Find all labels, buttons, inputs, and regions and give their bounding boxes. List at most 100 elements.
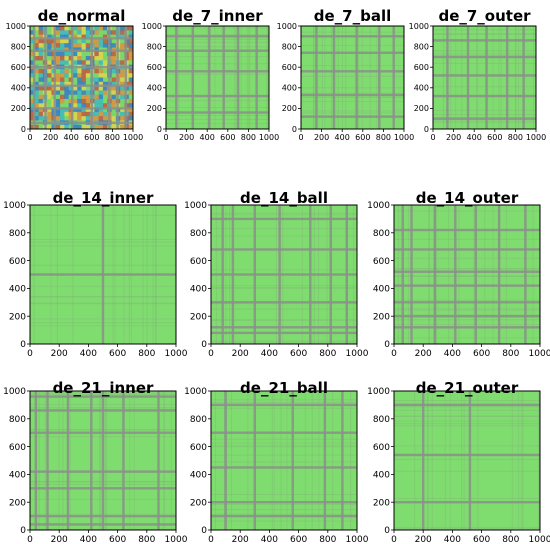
y-tick-label: 200 <box>414 104 429 113</box>
y-tick-label: 200 <box>9 312 26 322</box>
y-tick-label: 400 <box>190 285 207 295</box>
heatmap-cell <box>38 60 44 65</box>
heatmap-faint-row <box>394 238 540 240</box>
heatmap-faint-row <box>211 446 357 448</box>
heatmap-cell <box>60 77 65 83</box>
heatmap-cell <box>64 90 69 95</box>
heatmap-cell <box>47 124 52 130</box>
heatmap-cell <box>64 38 69 44</box>
heatmap-faint-column <box>443 26 444 129</box>
heatmap-panel-de_21_ball: de_21_ball 0 200 400 600 800 1000 0 200 400 600 800… <box>184 379 369 544</box>
heatmap-faint-column <box>324 26 326 129</box>
heatmap-cell <box>34 107 39 113</box>
heatmap-cell <box>55 111 61 117</box>
heatmap-cell <box>34 43 39 48</box>
heatmap-cell <box>120 38 125 44</box>
heatmap-cell <box>85 56 91 61</box>
heatmap-cell <box>81 34 87 40</box>
heatmap-cell <box>128 73 134 78</box>
heatmap-cell <box>120 77 125 83</box>
heatmap-cell <box>81 90 87 95</box>
heatmap-faint-row <box>394 308 540 310</box>
heatmap-column-stripe <box>485 26 488 129</box>
heatmap-cell <box>72 60 78 65</box>
heatmap-cell <box>128 116 134 121</box>
heatmap-cell <box>128 107 134 113</box>
heatmap-cell <box>60 111 65 117</box>
heatmap-cell <box>102 86 108 91</box>
x-tick-label: 1000 <box>394 133 414 142</box>
y-tick-label: 800 <box>373 229 390 239</box>
heatmap-cell <box>111 43 117 48</box>
heatmap-faint-column <box>407 205 409 344</box>
plot-frame <box>432 25 537 130</box>
x-tick-label: 200 <box>415 535 432 544</box>
heatmap-cell <box>34 124 39 130</box>
heatmap-cell <box>68 51 74 57</box>
x-tick-label: 600 <box>220 133 235 142</box>
x-tick-label: 600 <box>487 133 502 142</box>
x-tick-label: 400 <box>261 349 278 359</box>
heatmap-cell <box>38 77 44 83</box>
x-tick-label: 200 <box>232 535 249 544</box>
heatmap-cell <box>64 81 69 87</box>
heatmap-faint-row <box>301 110 404 112</box>
x-tick-label: 800 <box>502 535 519 544</box>
heatmap-row-stripe <box>30 487 176 490</box>
heatmap-row-stripe <box>166 35 269 38</box>
heatmap-faint-column <box>436 205 438 344</box>
heatmap-row-stripe <box>394 248 540 251</box>
x-tick-label: 600 <box>290 349 307 359</box>
heatmap-cell <box>77 68 82 74</box>
heatmap-cell <box>68 116 74 121</box>
heatmap-faint-column <box>518 26 519 129</box>
heatmap-column-stripe <box>71 26 74 129</box>
heatmap-faint-column <box>477 391 479 530</box>
heatmap-cell <box>98 30 104 35</box>
heatmap-cell <box>72 30 78 35</box>
y-tick-label: 0 <box>20 340 26 350</box>
heatmap-row-stripe <box>30 470 176 473</box>
heatmap-cell <box>47 98 52 104</box>
heatmap-cell <box>94 56 99 61</box>
heatmap-row-stripe <box>301 51 404 54</box>
heatmap-cell <box>30 73 35 78</box>
heatmap-cell <box>111 77 117 83</box>
heatmap-faint-column <box>498 26 500 129</box>
heatmap-cell <box>102 98 108 104</box>
heatmap-cell <box>72 73 78 78</box>
y-tick-label: 200 <box>9 498 26 508</box>
heatmap-faint-row <box>211 461 357 463</box>
x-tick-label: 1000 <box>346 349 369 359</box>
heatmap-cell <box>34 81 39 87</box>
heatmap-faint-row <box>211 228 357 230</box>
heatmap-faint-row <box>166 46 269 48</box>
y-tick-label: 200 <box>190 498 207 508</box>
heatmap-row-stripe <box>394 403 540 407</box>
heatmap-cell <box>94 81 99 87</box>
heatmap-faint-row <box>211 442 357 444</box>
heatmap-column-stripe <box>222 26 225 129</box>
heatmap-cell <box>85 68 91 74</box>
heatmap-cell <box>128 81 134 87</box>
heatmap-cell <box>81 107 87 113</box>
heatmap-cell <box>47 26 52 31</box>
heatmap-cell <box>111 34 117 40</box>
heatmap-cell <box>98 107 104 113</box>
heatmap-row-stripe <box>211 403 357 407</box>
heatmap-cell <box>55 107 61 113</box>
heatmap-cell <box>102 94 108 100</box>
heatmap-faint-column <box>331 26 332 129</box>
y-tick-label: 400 <box>373 285 390 295</box>
heatmap-cell <box>111 56 117 61</box>
heatmap-cell <box>38 43 44 48</box>
x-tick-label: 0 <box>391 349 397 359</box>
heatmap-cell <box>128 56 134 61</box>
heatmap-faint-row <box>166 100 269 102</box>
heatmap-faint-column <box>427 391 429 530</box>
heatmap-cell <box>38 107 44 113</box>
heatmap-cell <box>77 116 82 121</box>
heatmap-cell <box>68 56 74 61</box>
heatmap-cell <box>128 90 134 95</box>
heatmap-cell <box>30 38 35 44</box>
